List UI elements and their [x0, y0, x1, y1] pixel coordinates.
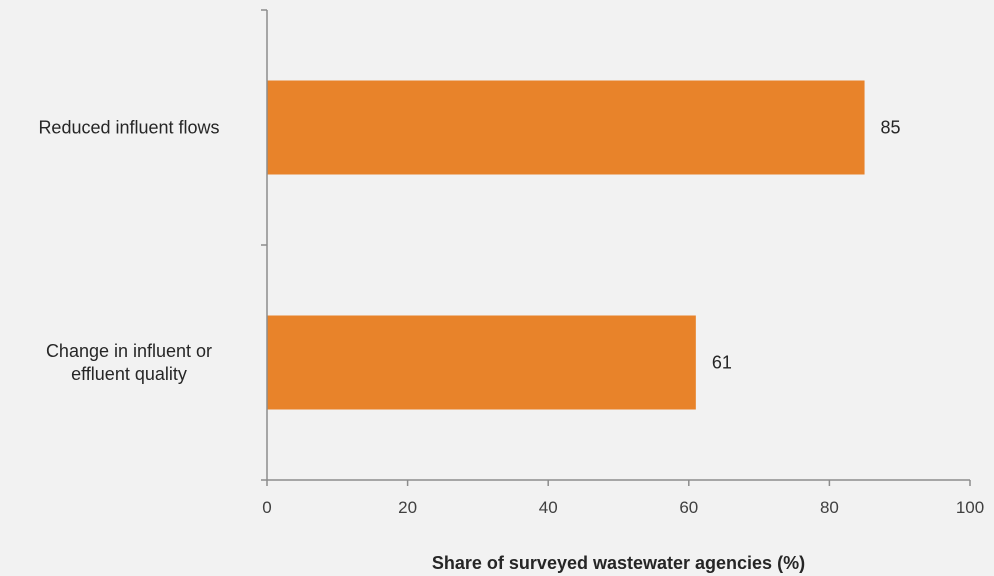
- x-tick-label: 100: [956, 498, 984, 517]
- x-tick-label: 0: [262, 498, 271, 517]
- data-label: 61: [712, 353, 732, 373]
- y-ticks-group: [261, 9, 267, 481]
- data-label: 85: [881, 118, 901, 138]
- bar: [267, 80, 865, 175]
- x-tick-label: 20: [398, 498, 417, 517]
- category-label: Reduced influent flows: [38, 118, 219, 138]
- data-labels-group: 85 61: [712, 118, 901, 373]
- category-labels-group: Reduced influent flows Change in influent…: [38, 118, 219, 385]
- x-ticks-group: 0 20 40 60 80 100: [262, 480, 984, 517]
- x-tick-label: 40: [539, 498, 558, 517]
- x-tick-label: 60: [679, 498, 698, 517]
- x-axis-title: Share of surveyed wastewater agencies (%…: [432, 553, 805, 573]
- bar: [267, 315, 696, 410]
- category-label: Change in influent or effluent quality: [46, 341, 212, 384]
- x-tick-label: 80: [820, 498, 839, 517]
- bars-group: [267, 80, 865, 410]
